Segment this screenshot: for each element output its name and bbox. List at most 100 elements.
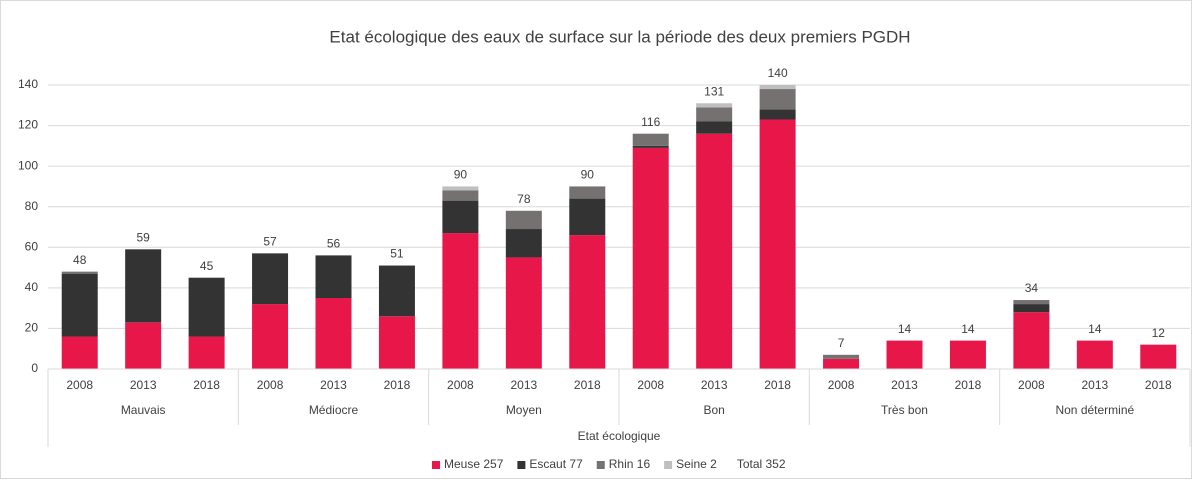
- x-tick-label: 2018: [384, 378, 411, 392]
- bar-segment: [442, 200, 479, 234]
- bar-segment: [378, 265, 415, 317]
- bar-segment: [442, 186, 479, 191]
- x-tick-label: 2008: [66, 378, 93, 392]
- total-label: 57: [263, 235, 277, 249]
- total-label: 140: [768, 66, 788, 80]
- bar-segment: [505, 210, 542, 230]
- legend-label: Seine 2: [676, 457, 717, 471]
- total-label: 14: [1088, 322, 1102, 336]
- x-tick-label: 2008: [257, 378, 284, 392]
- total-label: 51: [390, 247, 404, 261]
- bar-segment: [632, 145, 669, 148]
- total-label: 14: [898, 322, 912, 336]
- bar-segment: [188, 336, 225, 369]
- bar-segment: [442, 233, 479, 369]
- x-axis-label: Etat écologique: [578, 429, 661, 443]
- bar-segment: [759, 85, 796, 90]
- bar-segment: [759, 109, 796, 120]
- bar-segment: [1140, 344, 1177, 369]
- total-label: 78: [517, 192, 531, 206]
- x-tick-label: 2008: [637, 378, 664, 392]
- total-label: 45: [200, 259, 214, 273]
- x-tick-label: 2013: [320, 378, 347, 392]
- bar-segment: [315, 298, 352, 369]
- total-label: 12: [1152, 326, 1166, 340]
- chart-title: Etat écologique des eaux de surface sur …: [329, 27, 910, 46]
- bar-segment: [252, 304, 289, 369]
- bar-segment: [632, 133, 669, 146]
- bar-segment: [823, 358, 860, 369]
- total-label: 90: [454, 168, 468, 182]
- x-tick-label: 2008: [828, 378, 855, 392]
- group-label: Non déterminé: [1055, 403, 1134, 417]
- total-label: 59: [136, 230, 150, 244]
- legend-swatch: [432, 461, 440, 469]
- bar-segment: [442, 190, 479, 201]
- x-tick-label: 2018: [955, 378, 982, 392]
- bar-segment: [1076, 340, 1113, 369]
- bar-segment: [125, 249, 162, 323]
- group-label: Très bon: [881, 403, 928, 417]
- bar-segment: [823, 354, 860, 359]
- legend-label: Meuse 257: [444, 457, 504, 471]
- y-tick-label: 20: [25, 321, 39, 335]
- bar-segment: [569, 235, 606, 369]
- bar-segment: [125, 322, 162, 369]
- x-tick-label: 2008: [1018, 378, 1045, 392]
- total-label: 14: [961, 322, 975, 336]
- bar-segment: [696, 107, 733, 122]
- bar-segment: [759, 119, 796, 369]
- legend-label: Escaut 77: [529, 457, 583, 471]
- legend-label: Rhin 16: [609, 457, 651, 471]
- x-tick-label: 2018: [574, 378, 601, 392]
- legend-swatch: [517, 461, 526, 469]
- y-tick-label: 100: [18, 158, 38, 172]
- bar-segment: [505, 257, 542, 369]
- x-tick-label: 2008: [447, 378, 474, 392]
- y-tick-label: 120: [18, 118, 38, 132]
- bar-segment: [632, 147, 669, 369]
- group-label: Médiocre: [309, 403, 359, 417]
- total-label: 48: [73, 253, 87, 267]
- bar-segment: [569, 186, 606, 199]
- group-label: Bon: [703, 403, 724, 417]
- total-label: 56: [327, 237, 341, 251]
- x-tick-label: 2018: [1145, 378, 1172, 392]
- x-tick-label: 2013: [891, 378, 918, 392]
- bar-segment: [61, 336, 98, 369]
- x-tick-label: 2013: [510, 378, 537, 392]
- total-label: 131: [704, 84, 724, 98]
- bar-segment: [696, 103, 733, 108]
- x-tick-label: 2013: [130, 378, 157, 392]
- total-label: 90: [581, 168, 595, 182]
- y-tick-label: 60: [25, 239, 39, 253]
- bar-segment: [315, 255, 352, 298]
- bar-segment: [949, 340, 986, 369]
- legend-total: Total 352: [737, 457, 786, 471]
- group-label: Moyen: [506, 403, 542, 417]
- total-label: 116: [641, 115, 660, 129]
- bar-segment: [61, 271, 98, 274]
- bar-segment: [252, 253, 289, 305]
- x-tick-label: 2013: [701, 378, 728, 392]
- total-label: 34: [1025, 281, 1039, 295]
- bar-segment: [1013, 300, 1050, 305]
- y-tick-label: 40: [25, 280, 39, 294]
- y-tick-label: 140: [18, 77, 38, 91]
- bar-segment: [505, 229, 542, 258]
- bar-segment: [378, 316, 415, 369]
- bar-segment: [696, 133, 733, 369]
- bar-segment: [696, 121, 733, 134]
- x-tick-label: 2018: [764, 378, 791, 392]
- bar-segment: [61, 273, 98, 337]
- y-tick-label: 0: [31, 361, 38, 375]
- x-tick-label: 2018: [193, 378, 220, 392]
- legend-swatch: [596, 461, 605, 469]
- y-tick-label: 80: [25, 199, 39, 213]
- bar-segment: [1013, 312, 1050, 369]
- bar-segment: [1013, 304, 1050, 313]
- total-label: 7: [838, 336, 845, 350]
- bar-segment: [569, 198, 606, 236]
- bar-segment: [188, 277, 225, 337]
